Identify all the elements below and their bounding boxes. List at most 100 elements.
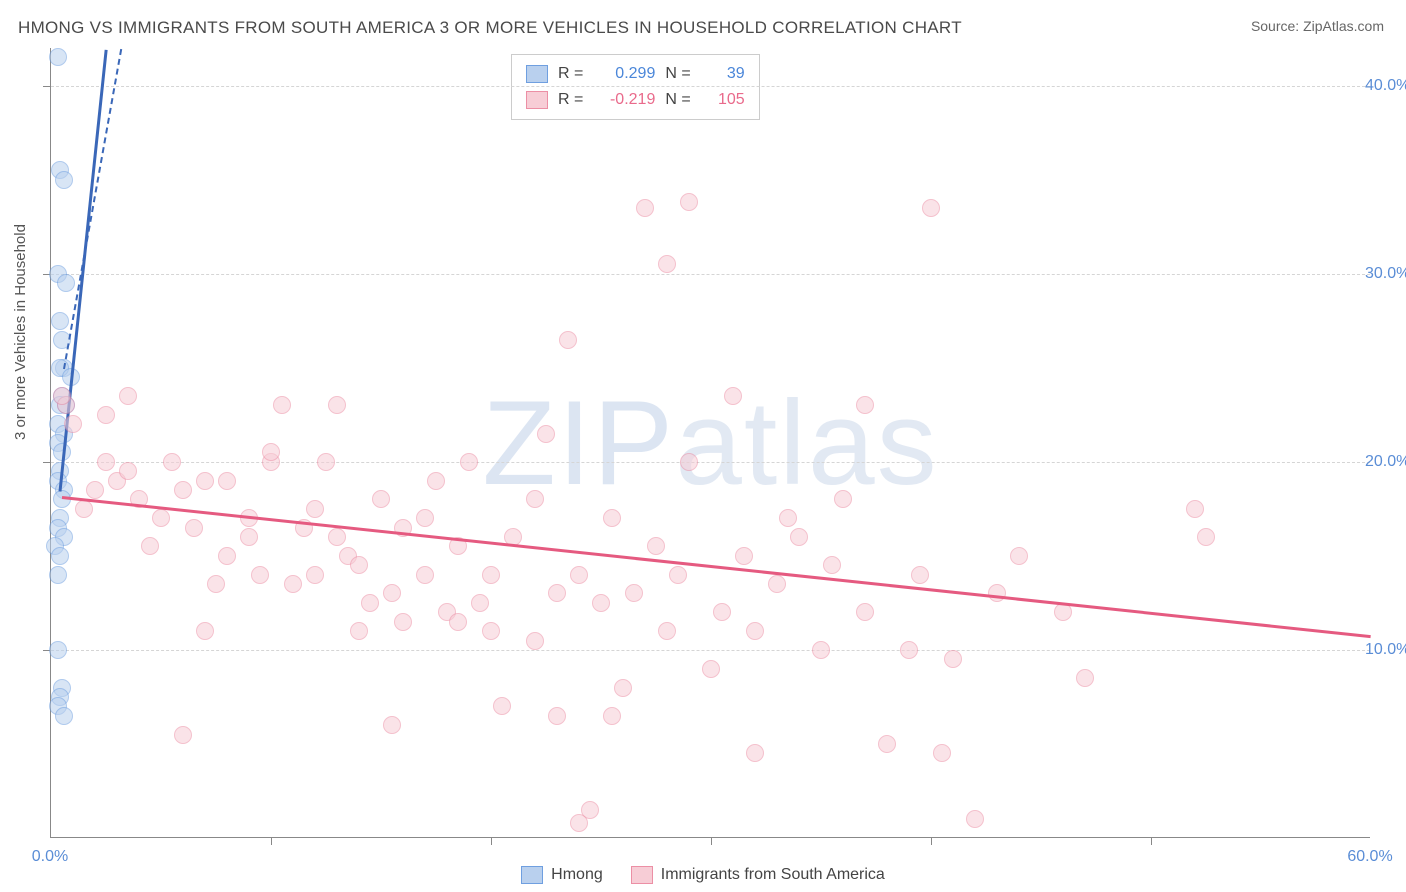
scatter-point [1076, 669, 1094, 687]
legend-label: Hmong [551, 866, 603, 884]
scatter-point [570, 814, 588, 832]
scatter-point [86, 481, 104, 499]
ytick-mark [43, 462, 51, 463]
scatter-point [64, 415, 82, 433]
scatter-point [966, 810, 984, 828]
scatter-point [658, 622, 676, 640]
plot-area: ZIPatlas R =0.299N =39R =-0.219N =105 10… [50, 48, 1370, 838]
scatter-point [394, 613, 412, 631]
scatter-point [735, 547, 753, 565]
scatter-point [350, 556, 368, 574]
scatter-point [548, 707, 566, 725]
scatter-point [416, 566, 434, 584]
scatter-point [1197, 528, 1215, 546]
scatter-point [196, 472, 214, 490]
stats-box: R =0.299N =39R =-0.219N =105 [511, 54, 760, 120]
legend-swatch [521, 866, 543, 884]
legend-label: Immigrants from South America [661, 866, 885, 884]
trend-line-dashed [63, 49, 122, 369]
scatter-point [273, 396, 291, 414]
scatter-point [49, 566, 67, 584]
scatter-point [196, 622, 214, 640]
scatter-point [1010, 547, 1028, 565]
xtick-mark [1151, 837, 1152, 845]
ytick-mark [43, 86, 51, 87]
scatter-point [933, 744, 951, 762]
gridline-h [51, 462, 1370, 463]
scatter-point [570, 566, 588, 584]
legend-item: Immigrants from South America [631, 866, 885, 884]
scatter-point [537, 425, 555, 443]
scatter-point [944, 650, 962, 668]
watermark: ZIPatlas [482, 374, 938, 512]
scatter-point [306, 566, 324, 584]
scatter-point [911, 566, 929, 584]
scatter-point [449, 613, 467, 631]
watermark-bold: ZIP [482, 376, 675, 510]
scatter-point [97, 453, 115, 471]
scatter-point [713, 603, 731, 621]
scatter-point [218, 547, 236, 565]
scatter-point [207, 575, 225, 593]
scatter-point [471, 594, 489, 612]
gridline-h [51, 274, 1370, 275]
legend-swatch [631, 866, 653, 884]
scatter-point [361, 594, 379, 612]
scatter-point [878, 735, 896, 753]
stat-n-value: 39 [701, 61, 745, 87]
scatter-point [812, 641, 830, 659]
scatter-point [636, 199, 654, 217]
scatter-point [746, 744, 764, 762]
xtick-label: 0.0% [32, 848, 68, 866]
scatter-point [592, 594, 610, 612]
scatter-point [614, 679, 632, 697]
scatter-point [119, 462, 137, 480]
stat-r-label: R = [558, 87, 583, 113]
scatter-point [669, 566, 687, 584]
stat-n-label: N = [665, 87, 690, 113]
scatter-point [680, 193, 698, 211]
stat-r-value: -0.219 [593, 87, 655, 113]
scatter-point [482, 566, 500, 584]
chart-title: HMONG VS IMMIGRANTS FROM SOUTH AMERICA 3… [18, 18, 962, 38]
scatter-point [680, 453, 698, 471]
scatter-point [526, 490, 544, 508]
scatter-point [328, 528, 346, 546]
xtick-mark [271, 837, 272, 845]
scatter-point [922, 199, 940, 217]
scatter-point [57, 274, 75, 292]
scatter-point [284, 575, 302, 593]
scatter-point [625, 584, 643, 602]
scatter-point [790, 528, 808, 546]
source-label: Source: ZipAtlas.com [1251, 18, 1384, 34]
stat-n-label: N = [665, 61, 690, 87]
y-axis-label: 3 or more Vehicles in Household [12, 224, 29, 440]
scatter-point [900, 641, 918, 659]
gridline-h [51, 86, 1370, 87]
stat-n-value: 105 [701, 87, 745, 113]
scatter-point [746, 622, 764, 640]
scatter-point [328, 396, 346, 414]
scatter-point [658, 255, 676, 273]
scatter-point [768, 575, 786, 593]
scatter-point [185, 519, 203, 537]
scatter-point [1186, 500, 1204, 518]
scatter-point [306, 500, 324, 518]
stat-r-value: 0.299 [593, 61, 655, 87]
scatter-point [163, 453, 181, 471]
scatter-point [427, 472, 445, 490]
scatter-point [372, 490, 390, 508]
scatter-point [49, 48, 67, 66]
scatter-point [251, 566, 269, 584]
scatter-point [702, 660, 720, 678]
gridline-h [51, 650, 1370, 651]
scatter-point [603, 707, 621, 725]
scatter-point [55, 171, 73, 189]
bottom-legend: Hmong Immigrants from South America [0, 866, 1406, 884]
scatter-point [988, 584, 1006, 602]
scatter-point [51, 547, 69, 565]
scatter-point [383, 584, 401, 602]
scatter-point [460, 453, 478, 471]
scatter-point [856, 396, 874, 414]
scatter-point [51, 312, 69, 330]
